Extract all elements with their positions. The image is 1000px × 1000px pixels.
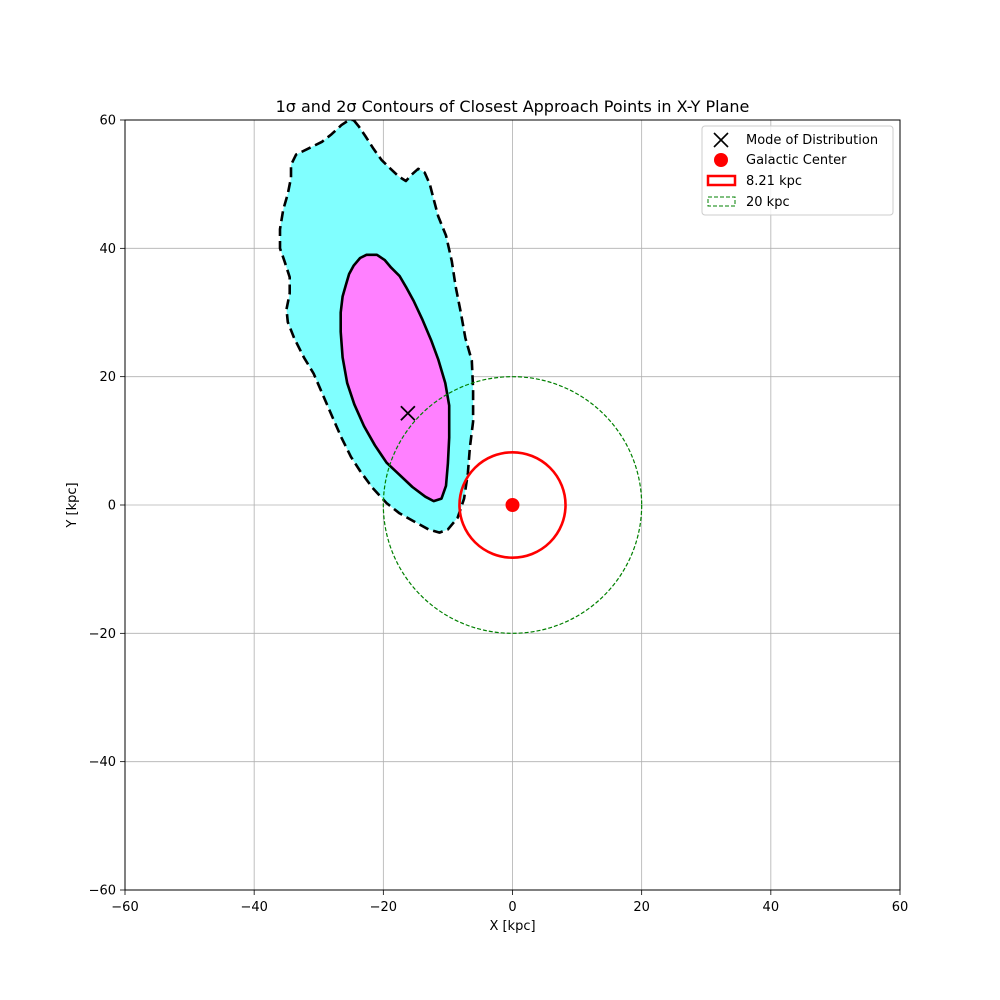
contour-layer	[278, 120, 475, 534]
y-axis-ticks: −60 −40 −20 0 20 40 60	[89, 114, 125, 899]
legend-label-galactic-center: Galactic Center	[746, 153, 847, 168]
x-tick-label: 0	[508, 900, 516, 915]
y-tick-label: 0	[108, 499, 116, 514]
circle-8-21kpc	[458, 451, 567, 559]
chart-title: 1σ and 2σ Contours of Closest Approach P…	[276, 97, 750, 116]
x-tick-label: 40	[763, 900, 780, 915]
y-tick-label: −60	[89, 884, 116, 899]
contour-1sigma	[339, 253, 451, 503]
legend-label-8kpc: 8.21 kpc	[746, 174, 802, 189]
legend-green-dashed-rect-icon	[707, 196, 736, 207]
galactic-center-marker	[505, 498, 520, 512]
reference-circles	[382, 376, 643, 634]
x-tick-label: −60	[111, 900, 138, 915]
marker-layer	[400, 405, 520, 512]
legend-label-20kpc: 20 kpc	[746, 195, 790, 210]
y-tick-label: −20	[89, 627, 116, 642]
legend-dot-icon	[714, 153, 728, 167]
x-axis-label: X [kpc]	[489, 919, 535, 934]
y-tick-label: 40	[99, 242, 116, 257]
y-tick-label: 20	[99, 370, 116, 385]
legend-label-mode: Mode of Distribution	[746, 133, 878, 148]
legend-x-icon	[713, 132, 729, 148]
mode-marker	[400, 405, 416, 421]
y-tick-label: −40	[89, 755, 116, 770]
x-tick-label: 20	[633, 900, 650, 915]
legend-box	[701, 125, 894, 216]
y-tick-label: 60	[99, 114, 116, 129]
x-tick-label: −20	[370, 900, 397, 915]
circle-20kpc	[382, 376, 643, 634]
x-tick-label: 60	[892, 900, 909, 915]
legend: Mode of Distribution Galactic Center 8.2…	[701, 125, 894, 216]
x-tick-label: −40	[240, 900, 267, 915]
y-axis-label: Y [kpc]	[65, 482, 80, 528]
legend-red-rect-icon	[706, 174, 737, 187]
x-axis-ticks: −60 −40 −20 0 20 40 60	[111, 890, 908, 915]
